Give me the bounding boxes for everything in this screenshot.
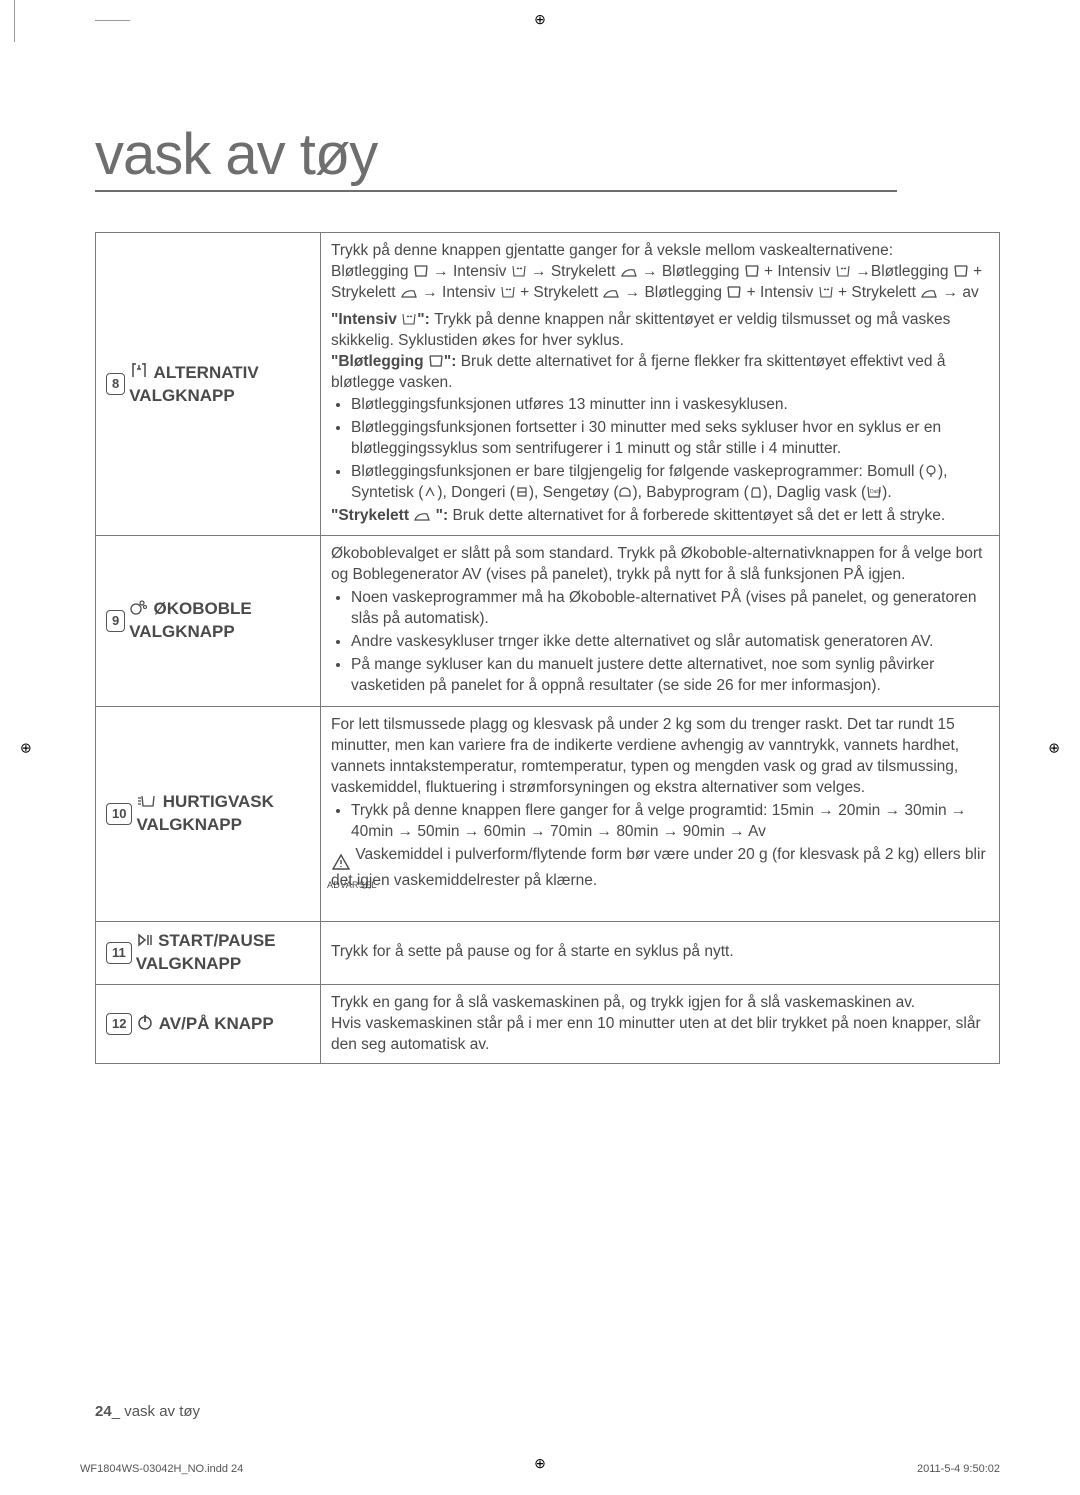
table-row: 11 START/PAUSE VALGKNAPP Trykk for å set… [96,921,1000,984]
list-item: Noen vaskeprogrammer må ha Økoboble-alte… [351,588,989,630]
registration-mark-bottom: ⊕ [534,1455,546,1472]
description-cell: Trykk for å sette på pause og for å star… [321,921,1000,984]
okoboble-icon [129,598,149,616]
wash-icon [726,285,742,299]
description-cell: For lett tilsmussede plagg og klesvask p… [321,707,1000,921]
label-line1: ALTERNATIV [154,363,259,382]
alternativ-icon [129,360,149,380]
list-item: Andre vaskesykluser trnger ikke dette al… [351,632,989,653]
intensiv-desc: "Intensiv ": Trykk på denne knappen når … [331,310,989,352]
intensiv-icon [500,285,516,299]
label-line1: START/PAUSE [158,931,275,950]
blot-desc: "Bløtlegging ": Bruk dette alternativet … [331,352,989,394]
footer-text: _ vask av tøy [112,1403,200,1420]
synthetic-icon [423,485,437,499]
baby-icon [749,485,763,499]
cotton-icon [924,464,938,478]
start-pause-icon [136,932,154,948]
label-line1: AV/PÅ KNAPP [159,1014,274,1033]
controls-table: 8 ALTERNATIV VALGKNAPP Trykk på denne kn… [95,232,1000,1064]
list-item: Trykk på denne knappen flere ganger for … [351,801,989,843]
list-item: Bløtleggingsfunksjonen fortsetter i 30 m… [351,418,989,460]
text: Trykk for å sette på pause og for å star… [331,942,989,963]
label-cell: 9 ØKOBOBLE VALGKNAPP [96,535,321,706]
description-cell: Trykk på denne knappen gjentatte ganger … [321,233,1000,536]
page-footer: 24_ vask av tøy [95,1403,200,1420]
text: Trykk på denne knappen gjentatte ganger … [331,241,989,262]
table-row: 10 HURTIGVASK VALGKNAPP For lett tilsmus… [96,707,1000,921]
stryke-desc: "Strykelett ": Bruk dette alternativet f… [331,506,989,527]
text: Trykk en gang for å slå vaskemaskinen på… [331,993,989,1014]
label-line2: VALGKNAPP [136,954,241,973]
power-icon [136,1013,154,1031]
description-cell: Trykk en gang for å slå vaskemaskinen på… [321,984,1000,1064]
iron-icon [602,287,620,299]
sequence-text: Bløtlegging → Intensiv → Strykelett → Bl… [331,262,989,304]
hurtigvask-icon [136,793,158,809]
registration-mark-right: ⊕ [1048,739,1060,756]
crop-mark [95,20,130,21]
number-badge: 9 [106,610,125,632]
wash-icon [413,264,429,278]
label-cell: 8 ALTERNATIV VALGKNAPP [96,233,321,536]
text: For lett tilsmussede plagg og klesvask p… [331,715,989,799]
table-row: 12 AV/PÅ KNAPP Trykk en gang for å slå v… [96,984,1000,1064]
intensiv-icon [835,264,851,278]
label-cell: 12 AV/PÅ KNAPP [96,984,321,1064]
intensiv-icon [818,285,834,299]
label-line2: VALGKNAPP [129,386,234,405]
intensiv-icon [511,264,527,278]
list-item: På mange sykluser kan du manuelt justere… [351,655,989,697]
warning-icon [331,853,351,871]
advarsel-label: ADVARSEL [327,880,377,890]
denim-icon [515,485,529,499]
table-row: 8 ALTERNATIV VALGKNAPP Trykk på denne kn… [96,233,1000,536]
label-line1: HURTIGVASK [163,792,274,811]
page-number: 24 [95,1403,112,1420]
print-info-right: 2011-5-4 9:50:02 [917,1463,1000,1475]
registration-mark-top: ⊕ [534,11,546,28]
table-row: 9 ØKOBOBLE VALGKNAPP Økoboblevalget er s… [96,535,1000,706]
page: ⊕ ⊕ ⊕ ⊕ vask av tøy 8 ALTERNATIV VALGKNA… [0,0,1080,1495]
iron-icon [620,266,638,278]
number-badge: 8 [106,373,125,395]
label-line2: VALGKNAPP [129,622,234,641]
list-item: Bløtleggingsfunksjonen er bare tilgjenge… [351,462,989,504]
number-badge: 10 [106,803,132,825]
warning: Vaskemiddel i pulverform/flytende form b… [331,845,989,913]
print-info-left: WF1804WS-03042H_NO.indd 24 [80,1463,243,1475]
label-cell: 10 HURTIGVASK VALGKNAPP [96,707,321,921]
text: Hvis vaskemaskinen står på i mer enn 10 … [331,1014,989,1056]
page-title: vask av tøy [95,121,897,192]
intensiv-icon [401,312,417,326]
iron-icon [920,287,938,299]
list-item: Bløtleggingsfunksjonen utføres 13 minutt… [351,395,989,416]
description-cell: Økoboblevalget er slått på som standard.… [321,535,1000,706]
label-line2: VALGKNAPP [136,815,241,834]
registration-mark-left: ⊕ [20,739,32,756]
daily-icon: Daily [866,485,882,499]
wash-icon [428,354,444,368]
text: Økoboblevalget er slått på som standard.… [331,544,989,586]
number-badge: 11 [106,942,132,964]
wash-icon [744,264,760,278]
number-badge: 12 [106,1013,132,1035]
crop-mark [14,0,16,42]
wash-icon [953,264,969,278]
label-line1: ØKOBOBLE [154,599,252,618]
label-cell: 11 START/PAUSE VALGKNAPP [96,921,321,984]
svg-text:Daily: Daily [870,489,882,495]
iron-icon [413,510,431,522]
iron-icon [400,287,418,299]
bedding-icon [618,485,632,499]
